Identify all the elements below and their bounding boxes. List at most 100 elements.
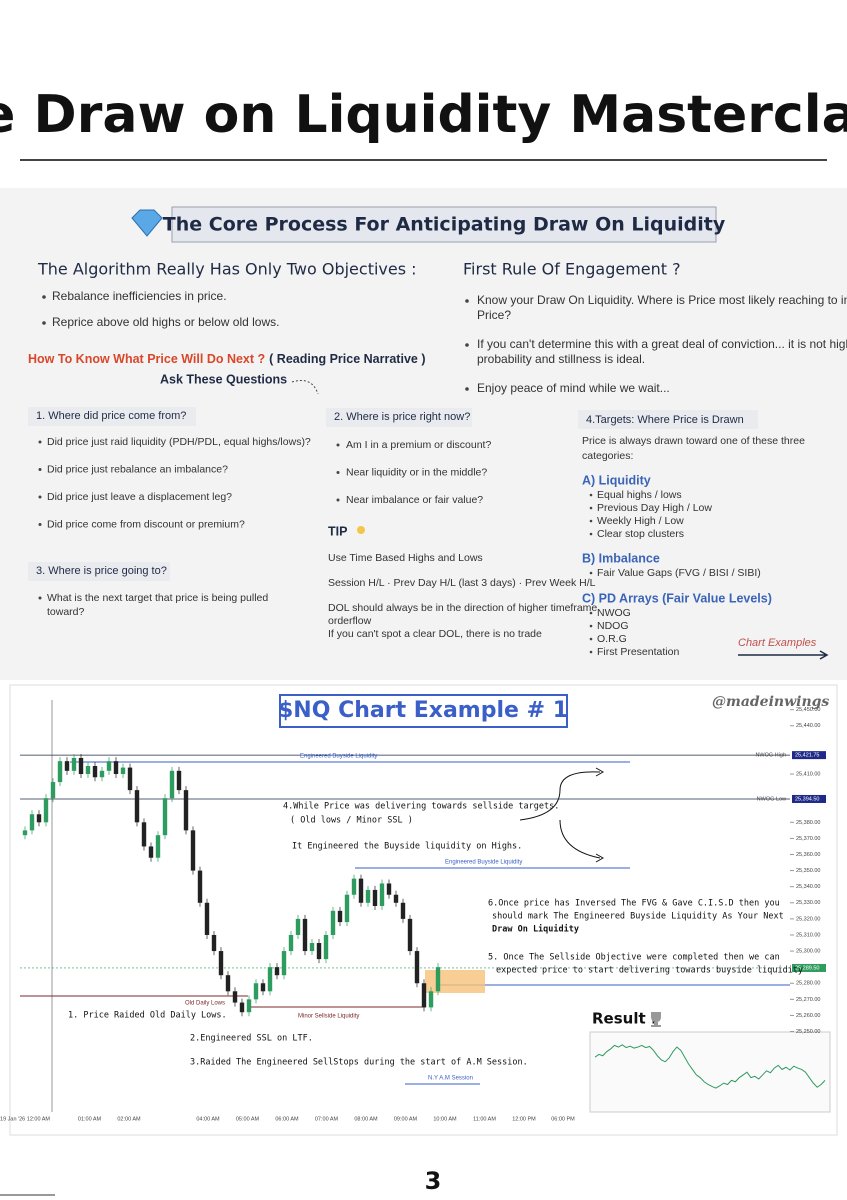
candle bbox=[218, 951, 224, 976]
candle bbox=[204, 902, 210, 935]
narrative-subtitle: ( Reading Price Narrative ) bbox=[269, 352, 425, 366]
candle bbox=[281, 951, 287, 976]
targets-intro: categories: bbox=[582, 450, 633, 462]
tip-line: DOL should always be in the direction of… bbox=[328, 602, 597, 614]
link-arrow bbox=[738, 650, 829, 660]
candle bbox=[92, 765, 98, 778]
x-tick-label: 08:00 AM bbox=[354, 1116, 378, 1122]
section-heading: The Core Process For Anticipating Draw O… bbox=[163, 214, 726, 236]
x-tick-label: 06:00 PM bbox=[551, 1116, 575, 1122]
y-tick-label: 25,380.00 bbox=[796, 820, 820, 826]
bullet bbox=[465, 343, 469, 347]
candle bbox=[43, 798, 49, 823]
candle bbox=[365, 889, 371, 903]
chart-annotation: Old Daily Lows bbox=[185, 1001, 225, 1007]
candle bbox=[295, 918, 301, 935]
bullet-item: Did price just raid liquidity (PDH/PDL, … bbox=[47, 436, 311, 448]
heading-box bbox=[171, 206, 717, 243]
chart-annotation: 2.Engineered SSL on LTF. bbox=[190, 1034, 313, 1044]
candle bbox=[351, 878, 357, 895]
candle bbox=[316, 943, 322, 960]
fvg-zone bbox=[425, 970, 485, 993]
chart-annotation: Engineered Buyside Liquidity bbox=[300, 754, 377, 760]
process-panel bbox=[0, 188, 847, 680]
bullet bbox=[589, 650, 593, 654]
candle bbox=[120, 767, 126, 775]
candle bbox=[127, 767, 133, 791]
group-title: A) Liquidity bbox=[582, 473, 651, 487]
bullet-item: probability and stillness is ideal. bbox=[477, 352, 645, 366]
bullet bbox=[589, 624, 593, 628]
candle bbox=[148, 846, 154, 858]
bullet-item: Enjoy peace of mind while we wait... bbox=[477, 381, 670, 395]
candle bbox=[113, 761, 119, 775]
bullet-item: Price? bbox=[477, 308, 511, 322]
candle bbox=[78, 757, 84, 775]
chart-annotation: Minor Sellside Liquidity bbox=[298, 1014, 359, 1020]
trophy-icon bbox=[651, 1012, 661, 1027]
bullet bbox=[589, 611, 593, 615]
candle bbox=[323, 934, 329, 960]
chart-annotation: It Engineered the Buyside liquidity on H… bbox=[292, 842, 522, 852]
page-number: 3 bbox=[425, 1167, 442, 1195]
bullet bbox=[336, 443, 340, 447]
candle bbox=[274, 967, 280, 976]
x-tick-label: 09:00 AM bbox=[394, 1116, 418, 1122]
chart-title-box bbox=[279, 694, 568, 728]
result-line bbox=[594, 1044, 826, 1089]
bullet-item: Rebalance inefficiencies in price. bbox=[52, 289, 227, 303]
group-item: Equal highs / lows bbox=[597, 489, 682, 501]
level-badge bbox=[792, 751, 826, 760]
candle bbox=[302, 918, 308, 952]
x-tick-label: 04:00 AM bbox=[196, 1116, 220, 1122]
candle bbox=[141, 822, 147, 847]
bullet-item: toward? bbox=[47, 606, 85, 618]
x-tick-label: 10:00 AM bbox=[433, 1116, 457, 1122]
candle bbox=[309, 943, 315, 952]
candle bbox=[253, 983, 259, 1000]
candle bbox=[428, 991, 434, 1008]
group-item: NWOG bbox=[597, 607, 631, 619]
candle bbox=[407, 918, 413, 952]
last-price-badge bbox=[792, 963, 826, 972]
question-title: 1. Where did price come from? bbox=[36, 410, 186, 422]
last-price-value: 25,289.50 bbox=[795, 965, 819, 971]
targets-box bbox=[578, 410, 758, 429]
chart-annotation: 1. Price Raided Old Daily Lows. bbox=[68, 1011, 227, 1021]
column-title: First Rule Of Engagement ? bbox=[463, 260, 681, 279]
bullet bbox=[465, 299, 469, 303]
candle bbox=[421, 983, 427, 1008]
group-item: Fair Value Gaps (FVG / BISI / SIBI) bbox=[597, 567, 761, 579]
group-item: Previous Day High / Low bbox=[597, 502, 712, 514]
chart-examples-link: Chart Examples bbox=[738, 637, 817, 649]
y-tick-label: 25,450.00 bbox=[796, 707, 820, 713]
bullet-item: Did price just leave a displacement leg? bbox=[47, 491, 232, 503]
result-inset bbox=[589, 1031, 831, 1113]
targets-intro: Price is always drawn toward one of thes… bbox=[582, 435, 805, 447]
bullet-item: Near imbalance or fair value? bbox=[346, 494, 483, 506]
level-name: NWOG High bbox=[755, 753, 786, 759]
tip-line: Use Time Based Highs and Lows bbox=[328, 552, 483, 564]
chart-annotation: ( Old lows / Minor SSL ) bbox=[290, 816, 413, 826]
bullet bbox=[589, 506, 593, 510]
candle bbox=[211, 934, 217, 952]
bullet bbox=[42, 321, 46, 325]
ask-questions: Ask These Questions bbox=[160, 372, 287, 386]
candle bbox=[435, 967, 441, 992]
bullet-item: What is the next target that price is be… bbox=[47, 592, 268, 604]
group-item: Weekly High / Low bbox=[597, 515, 684, 527]
chart-annotation: Draw On Liquidity bbox=[492, 924, 579, 935]
bulb-icon bbox=[357, 526, 365, 534]
candle bbox=[239, 1002, 245, 1013]
y-tick-label: 25,330.00 bbox=[796, 900, 820, 906]
bullet bbox=[336, 498, 340, 502]
candle bbox=[232, 991, 238, 1003]
candle bbox=[330, 910, 336, 935]
x-tick-label: 02:00 AM bbox=[117, 1116, 141, 1122]
y-tick-label: 25,250.00 bbox=[796, 1029, 820, 1035]
chart-annotation: 4.While Price was delivering towards sel… bbox=[283, 802, 559, 812]
level-badge bbox=[792, 794, 826, 803]
bullet bbox=[38, 440, 42, 444]
result-label: Result : bbox=[592, 1010, 657, 1028]
ask-arrow bbox=[291, 380, 319, 395]
